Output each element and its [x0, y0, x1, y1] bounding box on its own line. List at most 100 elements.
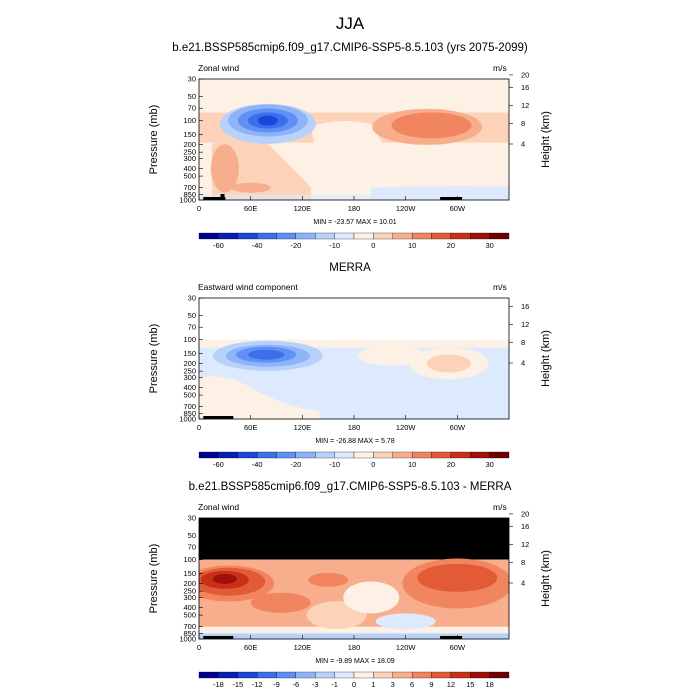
y-tick-label: 150: [183, 349, 196, 358]
height-tick-label: 20: [521, 70, 529, 79]
height-tick-label: 20: [521, 509, 529, 518]
y-tick-label: 850: [183, 409, 196, 418]
colorbar-swatch: [295, 451, 316, 459]
colorbar-obs: -60 -40 -20 -10 0 10 20 30: [198, 451, 510, 469]
y-tick-label: 150: [183, 130, 196, 139]
colorbar-swatch: [411, 671, 432, 679]
y-tick-label: 150: [183, 569, 196, 578]
panel-stats-model: MIN = -23.57 MAX = 10.01: [313, 219, 397, 226]
colorbar-label: -40: [252, 460, 263, 469]
figure-title: JJA: [335, 14, 365, 33]
colorbar-label: -60: [213, 460, 224, 469]
y2-axis-label: Height (km): [540, 111, 552, 168]
x-tick-label: 180: [348, 643, 361, 652]
colorbar-label: 3: [391, 680, 395, 689]
height-tick-label: 4: [521, 579, 525, 588]
colorbar-swatch: [373, 451, 393, 459]
y-tick-label: 100: [183, 335, 196, 344]
colorbar-swatch: [295, 671, 316, 679]
colorbar-label: -40: [252, 241, 263, 250]
colorbar-swatch: [295, 232, 316, 240]
height-tick-label: 16: [521, 302, 529, 311]
y-axis-label: Pressure (mb): [148, 544, 160, 614]
x-tick-label: 60W: [450, 643, 466, 652]
colorbar-label: -6: [293, 680, 300, 689]
height-tick-label: 8: [521, 558, 525, 567]
x-tick-label: 120W: [396, 643, 417, 652]
colorbar-swatch: [450, 451, 471, 459]
colorbar-label: -15: [232, 680, 243, 689]
colorbar-swatch: [411, 232, 432, 240]
y-axis-label: Pressure (mb): [148, 324, 160, 394]
colorbar-label: -60: [213, 241, 224, 250]
colorbar-swatch: [198, 451, 219, 459]
colorbar-swatch: [218, 232, 238, 240]
colorbar-label: 6: [410, 680, 414, 689]
panel-units-obs: m/s: [493, 282, 507, 292]
x-tick-label: 0: [197, 423, 201, 432]
colorbar-label: -20: [290, 460, 301, 469]
y-tick-label: 700: [183, 183, 196, 192]
colorbar-label: 0: [371, 241, 375, 250]
colorbar-swatch: [353, 232, 374, 240]
y-tick-label: 1000: [179, 415, 196, 424]
height-tick-label: 8: [521, 119, 525, 128]
colorbar-swatch: [431, 451, 452, 459]
colorbar-swatch: [489, 232, 510, 240]
y-tick-label: 50: [188, 92, 196, 101]
colorbar-swatch: [256, 451, 277, 459]
x-tick-label: 60E: [244, 643, 257, 652]
y-tick-label: 30: [188, 75, 196, 84]
y-tick-label: 50: [188, 531, 196, 540]
x-tick-label: 120E: [294, 423, 312, 432]
colorbar-swatch: [489, 451, 510, 459]
colorbar-diff: -18 -15 -12 -9 -6 -3 -1 0 1 3 6 9 12 15 18: [198, 671, 510, 689]
colorbar-model: -60 -40 -20 -10 0 10 20 30: [198, 232, 510, 250]
colorbar-label: 20: [447, 460, 455, 469]
colorbar-swatch: [450, 671, 471, 679]
colorbar-swatch: [353, 451, 374, 459]
colorbar-label: -10: [329, 241, 340, 250]
colorbar-label: -10: [329, 460, 340, 469]
contour-field-obs: [199, 298, 509, 419]
colorbar-swatch: [198, 232, 219, 240]
panel-title-model: b.e21.BSSP585cmip6.f09_g17.CMIP6-SSP5-8.…: [172, 42, 528, 54]
colorbar-label: 0: [352, 680, 356, 689]
colorbar-swatch: [237, 451, 258, 459]
colorbar-swatch: [489, 671, 510, 679]
colorbar-swatch: [411, 451, 432, 459]
colorbar-swatch: [392, 671, 413, 679]
y-tick-label: 500: [183, 391, 196, 400]
height-tick-label: 8: [521, 338, 525, 347]
colorbar-swatch: [218, 451, 238, 459]
y-tick-label: 300: [183, 154, 196, 163]
x-tick-label: 60W: [450, 204, 466, 213]
colorbar-swatch: [276, 671, 297, 679]
panel-stats-diff: MIN = -9.89 MAX = 18.09: [315, 658, 395, 665]
y-tick-label: 30: [188, 514, 196, 523]
contour-field-diff: [199, 518, 509, 639]
colorbar-swatch: [334, 451, 355, 459]
y-tick-label: 200: [183, 140, 196, 149]
y-tick-label: 400: [183, 603, 196, 612]
colorbar-swatch: [431, 671, 452, 679]
colorbar-swatch: [315, 451, 335, 459]
colorbar-swatch: [470, 232, 490, 240]
y-tick-label: 200: [183, 359, 196, 368]
colorbar-swatch: [373, 671, 393, 679]
height-tick-label: 4: [521, 140, 525, 149]
height-tick-label: 16: [521, 522, 529, 531]
colorbar-swatch: [256, 671, 277, 679]
y2-axis-label: Height (km): [540, 550, 552, 607]
x-tick-label: 0: [197, 643, 201, 652]
colorbar-label: 20: [447, 241, 455, 250]
y-tick-label: 100: [183, 116, 196, 125]
colorbar-label: 18: [485, 680, 493, 689]
x-tick-label: 60E: [244, 423, 257, 432]
panel-stats-obs: MIN = -26.88 MAX = 5.78: [315, 438, 395, 445]
x-tick-label: 180: [348, 204, 361, 213]
colorbar-swatch: [256, 232, 277, 240]
y-tick-label: 250: [183, 148, 196, 157]
colorbar-swatch: [198, 671, 219, 679]
y-tick-label: 300: [183, 373, 196, 382]
